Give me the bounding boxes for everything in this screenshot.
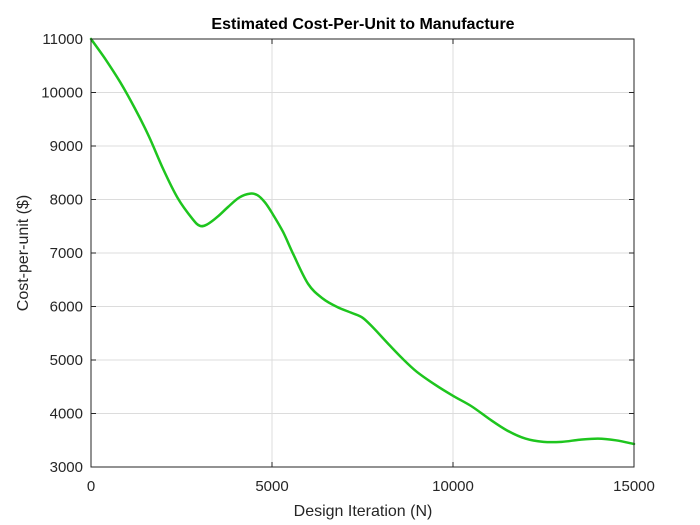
y-tick-label: 7000 [50, 245, 83, 262]
y-tick-label: 4000 [50, 406, 83, 423]
y-tick-label: 11000 [42, 31, 83, 48]
y-tick-label: 6000 [50, 299, 83, 316]
x-tick-label: 5000 [255, 478, 288, 495]
x-axis-label: Design Iteration (N) [294, 503, 433, 520]
y-tick-label: 10000 [41, 85, 83, 102]
x-tick-label: 10000 [432, 478, 474, 495]
x-tick-label: 15000 [613, 478, 655, 495]
x-tick-label: 0 [87, 478, 95, 495]
chart-title: Estimated Cost-Per-Unit to Manufacture [211, 16, 514, 33]
y-tick-label: 5000 [50, 352, 83, 369]
y-tick-label: 8000 [50, 192, 83, 209]
y-axis-label: Cost-per-unit ($) [15, 195, 32, 311]
y-tick-label: 3000 [50, 459, 83, 476]
axis-tick-labels: 0 5000 10000 15000 3000 4000 5000 6000 7000 8000 9… [41, 31, 655, 495]
axis-ticks [90, 38, 635, 468]
y-tick-label: 9000 [50, 138, 83, 155]
grid-lines [90, 38, 635, 468]
series-line-cost-per-unit [89, 37, 636, 446]
